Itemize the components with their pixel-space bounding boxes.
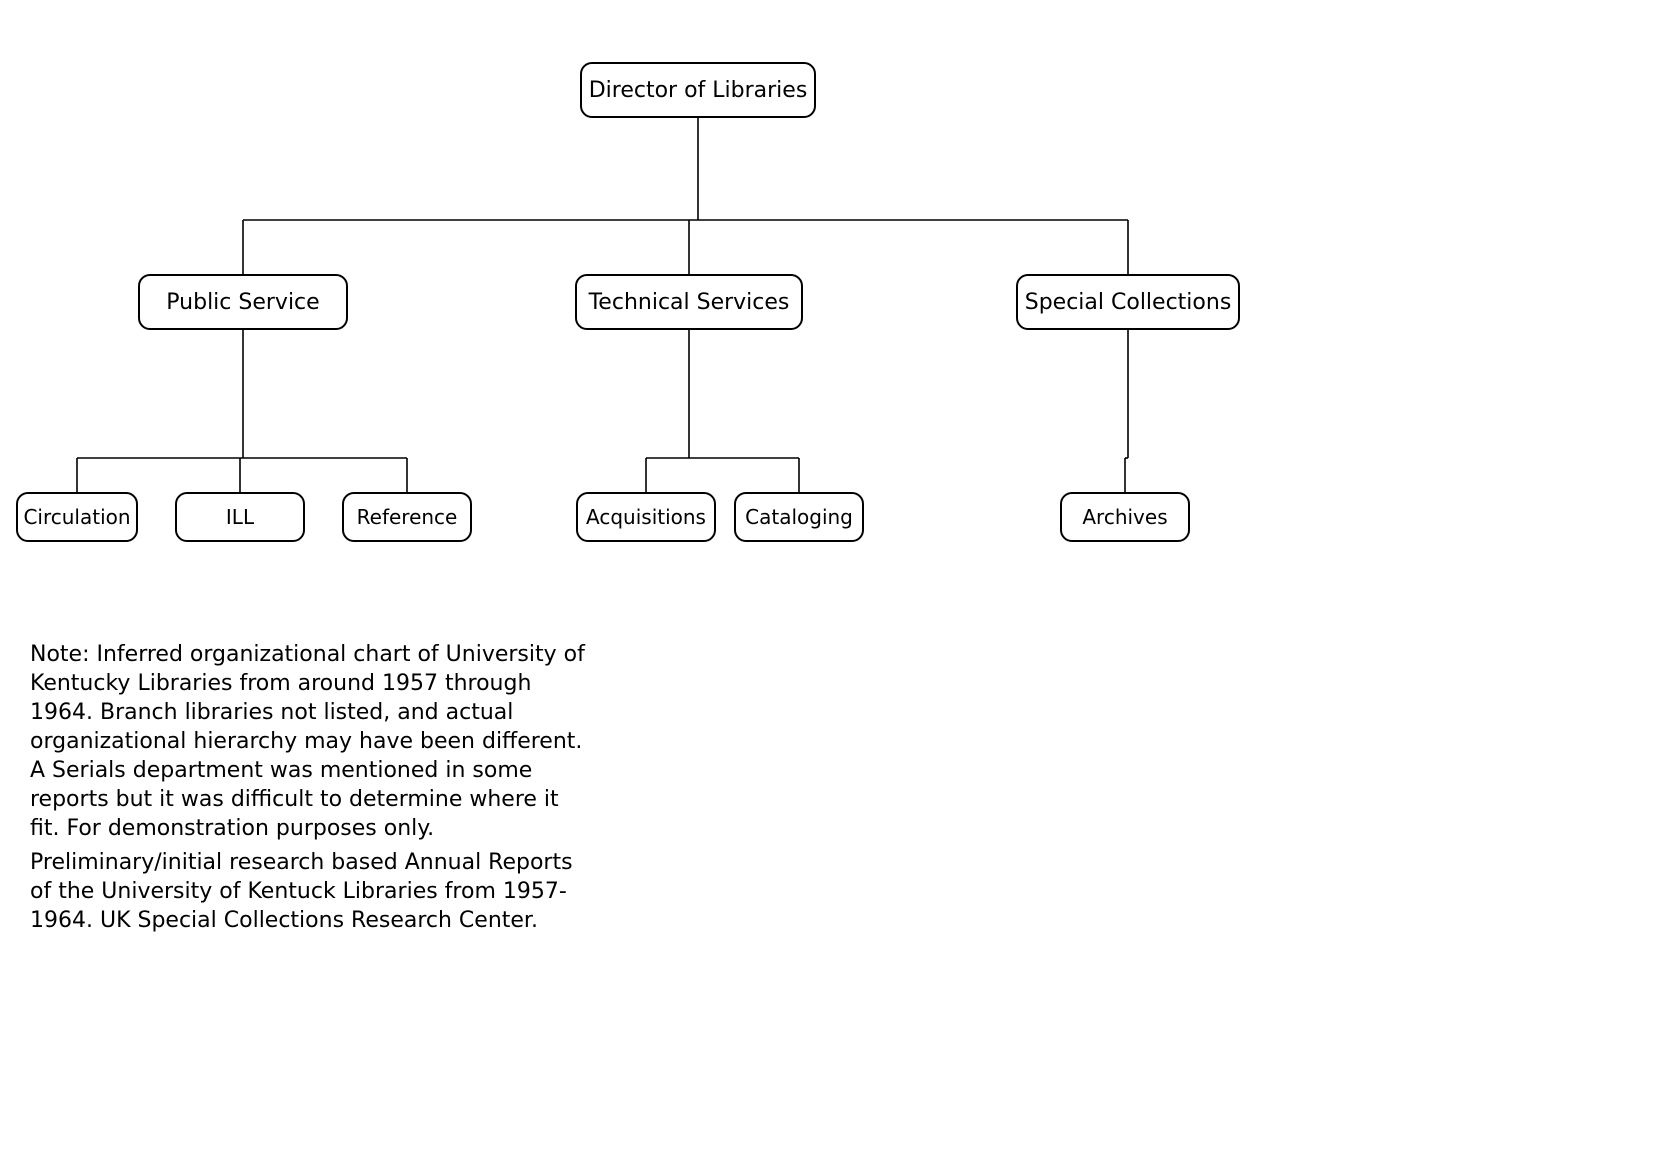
node-ill: ILL [175, 492, 305, 542]
edges-layer [0, 0, 1665, 1168]
node-label: Director of Libraries [589, 78, 808, 103]
node-label: Public Service [166, 290, 319, 315]
node-special: Special Collections [1016, 274, 1240, 330]
node-label: Reference [357, 505, 458, 529]
note-paragraph-2: Preliminary/initial research based Annua… [30, 848, 590, 935]
node-circulation: Circulation [16, 492, 138, 542]
org-chart-stage: Director of Libraries Public Service Tec… [0, 0, 1665, 1168]
node-acquisitions: Acquisitions [576, 492, 716, 542]
node-label: Technical Services [589, 290, 790, 315]
node-director: Director of Libraries [580, 62, 816, 118]
note-paragraph-1: Note: Inferred organizational chart of U… [30, 640, 590, 843]
node-label: Archives [1082, 505, 1167, 529]
node-technical: Technical Services [575, 274, 803, 330]
node-label: Cataloging [745, 505, 853, 529]
node-label: ILL [226, 505, 254, 529]
node-public: Public Service [138, 274, 348, 330]
node-reference: Reference [342, 492, 472, 542]
node-label: Circulation [23, 505, 130, 529]
node-label: Special Collections [1025, 290, 1232, 315]
node-cataloging: Cataloging [734, 492, 864, 542]
node-archives: Archives [1060, 492, 1190, 542]
node-label: Acquisitions [586, 505, 706, 529]
